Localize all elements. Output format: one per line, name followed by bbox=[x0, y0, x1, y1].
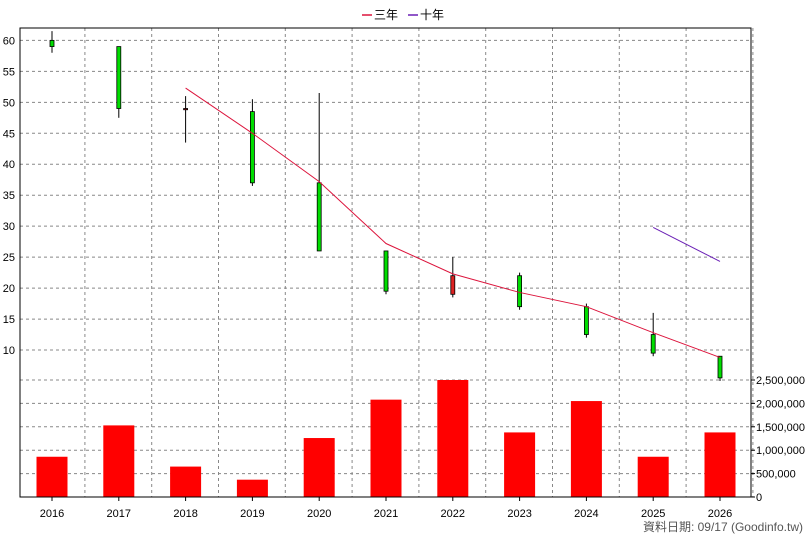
price-tick-label: 15 bbox=[3, 314, 15, 326]
volume-bar bbox=[570, 401, 602, 497]
x-tick-label: 2021 bbox=[374, 508, 398, 520]
volume-axis: 0 500,000 1,000,000 1,500,000 2,000,000 2,500… bbox=[750, 375, 805, 504]
legend: 三年 十年 bbox=[362, 8, 444, 22]
x-tick-label: 2016 bbox=[40, 508, 64, 520]
volume-bar bbox=[236, 479, 268, 497]
volume-bar bbox=[437, 380, 469, 497]
volume-tick-label: 1,500,000 bbox=[756, 422, 805, 434]
candle-body bbox=[650, 334, 656, 354]
footer-note: 資料日期: 09/17 (Goodinfo.tw) bbox=[643, 520, 803, 534]
x-tick-label: 2019 bbox=[240, 508, 264, 520]
volume-bars bbox=[36, 380, 736, 497]
volume-tick-label: 0 bbox=[756, 492, 762, 504]
x-tick-label: 2018 bbox=[173, 508, 197, 520]
price-tick-label: 20 bbox=[3, 283, 15, 295]
plot-frame bbox=[19, 27, 752, 498]
legend-label: 三年 bbox=[374, 8, 398, 22]
x-tick-label: 2026 bbox=[708, 508, 732, 520]
price-tick-label: 35 bbox=[3, 190, 15, 202]
volume-bar bbox=[704, 432, 736, 497]
x-tick-label: 2017 bbox=[107, 508, 131, 520]
price-tick-label: 40 bbox=[3, 159, 15, 171]
volume-bar bbox=[303, 438, 335, 497]
candle-body bbox=[717, 355, 723, 379]
volume-bar bbox=[170, 466, 202, 497]
legend-label: 十年 bbox=[420, 8, 444, 22]
volume-bar bbox=[370, 399, 402, 497]
candle-body bbox=[183, 108, 189, 111]
price-tick-label: 25 bbox=[3, 252, 15, 264]
candle-body bbox=[517, 275, 522, 308]
price-axis: 10 15 20 25 30 35 40 45 50 55 60 bbox=[3, 35, 21, 381]
candle-body bbox=[450, 275, 456, 295]
candle-body bbox=[584, 306, 589, 335]
x-axis: 2016 2017 2018 2019 2020 2021 2022 2023 2024 2025… bbox=[40, 497, 732, 520]
price-tick-label: 50 bbox=[3, 97, 15, 109]
candle-body bbox=[116, 46, 122, 109]
grid-lines bbox=[20, 28, 754, 497]
price-tick-label: 55 bbox=[3, 66, 15, 78]
volume-tick-label: 1,000,000 bbox=[756, 445, 805, 457]
volume-bar bbox=[504, 432, 536, 497]
volume-tick-label: 2,000,000 bbox=[756, 398, 805, 410]
x-tick-label: 2020 bbox=[307, 508, 331, 520]
volume-tick-label: 500,000 bbox=[756, 469, 796, 481]
x-tick-label: 2022 bbox=[441, 508, 465, 520]
moving-average-lines bbox=[185, 87, 721, 358]
volume-bar bbox=[637, 456, 669, 497]
candle-body bbox=[249, 111, 255, 184]
price-tick-label: 60 bbox=[3, 35, 15, 47]
volume-tick-label: 2,500,000 bbox=[756, 375, 805, 387]
candle-body bbox=[49, 39, 55, 47]
volume-bar bbox=[103, 425, 135, 497]
series-line bbox=[652, 226, 721, 262]
price-tick-label: 30 bbox=[3, 221, 15, 233]
candle-body bbox=[383, 250, 389, 292]
series-line bbox=[185, 87, 721, 358]
volume-bar bbox=[36, 456, 68, 497]
x-tick-label: 2024 bbox=[574, 508, 598, 520]
candle-body bbox=[316, 182, 322, 252]
candles bbox=[49, 31, 723, 381]
price-tick-label: 10 bbox=[3, 345, 15, 357]
x-tick-label: 2023 bbox=[507, 508, 531, 520]
x-tick-label: 2025 bbox=[641, 508, 665, 520]
price-tick-label: 45 bbox=[3, 128, 15, 140]
